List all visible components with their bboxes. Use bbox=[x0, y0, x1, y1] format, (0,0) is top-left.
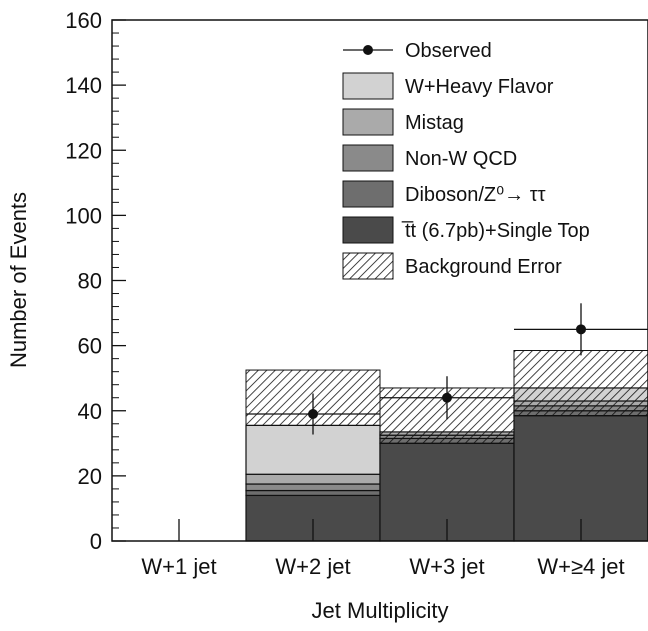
legend-label-1: Mistag bbox=[405, 112, 464, 134]
legend-label-3: Diboson/Z⁰→ ττ bbox=[405, 184, 546, 206]
legend-swatch-1 bbox=[342, 108, 394, 136]
legend-label-0: W+Heavy Flavor bbox=[405, 76, 554, 98]
x-tick-label-3: W+≥4 jet bbox=[537, 554, 624, 579]
x-tick-label-0: W+1 jet bbox=[141, 554, 216, 579]
legend-observed-marker bbox=[363, 45, 373, 55]
legend-label-observed: Observed bbox=[405, 40, 492, 62]
observed-point-0 bbox=[308, 409, 318, 420]
legend-swatch-0 bbox=[342, 72, 394, 100]
legend-label-2: Non-W QCD bbox=[405, 148, 517, 170]
background-error-3 bbox=[513, 350, 648, 417]
legend-swatch-4 bbox=[342, 216, 394, 244]
y-tick-label-5: 100 bbox=[65, 203, 102, 228]
observed-layer bbox=[246, 303, 648, 435]
x-tick-label-2: W+3 jet bbox=[409, 554, 484, 579]
bar-2-1 bbox=[245, 483, 381, 492]
legend-label-4: t̅t (6.7pb)+Single Top bbox=[402, 220, 590, 242]
y-axis: 0 20 40 60 80 100 120 140 160 bbox=[65, 8, 126, 554]
legend-label-error: Background Error bbox=[405, 256, 562, 278]
legend-swatch-error bbox=[342, 252, 394, 280]
x-axis: W+1 jet W+2 jet W+3 jet W+≥4 jet bbox=[141, 519, 625, 579]
bar-1-1 bbox=[245, 489, 381, 497]
bar-3-1 bbox=[245, 473, 381, 485]
legend-swatch-2 bbox=[342, 144, 394, 172]
observed-point-1 bbox=[442, 392, 452, 403]
y-tick-label-6: 120 bbox=[65, 138, 102, 163]
legend: Observed W+Heavy Flavor Mistag Non-W QCD Dib… bbox=[342, 40, 590, 280]
bar-4-1 bbox=[245, 424, 381, 475]
y-tick-label-7: 140 bbox=[65, 73, 102, 98]
legend-swatch-3 bbox=[342, 180, 394, 208]
y-tick-label-4: 80 bbox=[78, 269, 102, 294]
x-tick-label-1: W+2 jet bbox=[275, 554, 350, 579]
x-axis-label: Jet Multiplicity bbox=[312, 598, 449, 623]
observed-point-2 bbox=[576, 324, 586, 335]
y-tick-label-0: 0 bbox=[90, 529, 102, 554]
y-tick-label-1: 20 bbox=[78, 464, 102, 489]
y-tick-label-2: 40 bbox=[78, 399, 102, 424]
y-tick-label-3: 60 bbox=[78, 334, 102, 359]
y-tick-label-8: 160 bbox=[65, 8, 102, 33]
y-axis-label: Number of Events bbox=[6, 192, 31, 368]
